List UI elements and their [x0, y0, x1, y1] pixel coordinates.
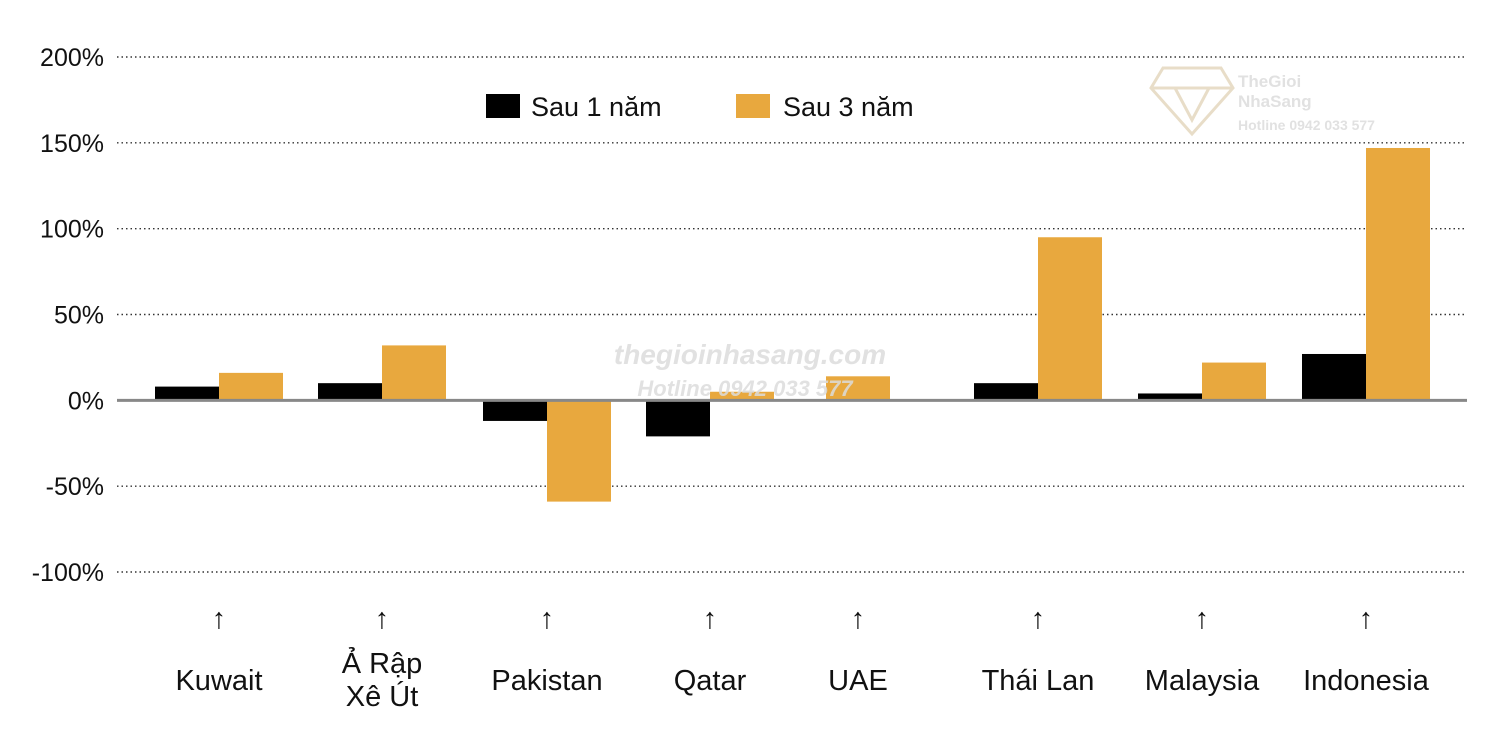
category-thai-lan: ↑ Thái Lan — [982, 603, 1095, 697]
bar-sau-3-nam-uae — [826, 376, 890, 401]
category-label: Ả Rập — [342, 646, 423, 680]
up-arrow-icon: ↑ — [540, 603, 555, 635]
bar-sau-1-nam-kuwait — [155, 386, 219, 401]
category-label: Kuwait — [175, 665, 262, 697]
up-arrow-icon: ↑ — [1359, 603, 1374, 635]
category-label: Xê Út — [346, 680, 419, 713]
y-tick-label: -100% — [32, 559, 104, 587]
category-label: Indonesia — [1303, 665, 1430, 697]
watermark-brand-line2: NhaSang — [1238, 92, 1312, 111]
bar-sau-1-nam-qatar — [646, 400, 710, 437]
y-axis-ticks: 200% 150% 100% 50% 0% -50% -100% — [32, 44, 104, 587]
category-malaysia: ↑ Malaysia — [1145, 603, 1260, 697]
up-arrow-icon: ↑ — [212, 603, 227, 635]
category-uae: ↑ UAE — [828, 603, 888, 697]
bar-sau-1-nam-pakistan — [483, 400, 547, 421]
category-label: Thái Lan — [982, 665, 1095, 697]
up-arrow-icon: ↑ — [375, 603, 390, 635]
legend-swatch-sau-3-nam — [736, 94, 770, 118]
y-tick-label: -50% — [46, 473, 104, 501]
bar-sau-3-nam-thai-lan — [1038, 237, 1102, 401]
bar-sau-1-nam-malaysia — [1138, 393, 1202, 401]
bar-sau-1-nam-thai-lan — [974, 383, 1038, 401]
gridlines — [117, 56, 1467, 573]
watermark-brand-line1: TheGioi — [1238, 72, 1301, 91]
category-qatar: ↑ Qatar — [674, 603, 747, 697]
category-kuwait: ↑ Kuwait — [175, 603, 262, 697]
bar-sau-1-nam-indonesia — [1302, 353, 1366, 401]
y-tick-label: 150% — [40, 130, 104, 158]
watermark-site: thegioinhasang.com — [614, 339, 886, 370]
bar-sau-3-nam-a-rap-xe-ut — [382, 345, 446, 401]
category-label: Malaysia — [1145, 665, 1260, 697]
legend-label-sau-3-nam: Sau 3 năm — [783, 92, 914, 122]
category-label: Qatar — [674, 665, 747, 697]
category-label: UAE — [828, 665, 888, 697]
legend-label-sau-1-nam: Sau 1 năm — [531, 92, 662, 122]
bar-sau-3-nam-indonesia — [1366, 147, 1430, 401]
up-arrow-icon: ↑ — [1195, 603, 1210, 635]
y-tick-label: 100% — [40, 216, 104, 244]
category-indonesia: ↑ Indonesia — [1303, 603, 1430, 697]
bar-sau-3-nam-kuwait — [219, 372, 283, 401]
watermark-corner-hotline: Hotline 0942 033 577 — [1238, 117, 1375, 133]
bar-sau-3-nam-qatar — [710, 391, 774, 401]
y-tick-label: 200% — [40, 44, 104, 72]
legend: Sau 1 năm Sau 3 năm — [486, 92, 914, 122]
up-arrow-icon: ↑ — [703, 603, 718, 635]
watermark-hotline: Hotline 0942 033 577 — [637, 376, 854, 401]
bars — [155, 147, 1430, 502]
watermark-logo — [1149, 66, 1235, 137]
bar-sau-3-nam-malaysia — [1202, 362, 1266, 401]
up-arrow-icon: ↑ — [851, 603, 866, 635]
bar-sau-3-nam-pakistan — [547, 400, 611, 502]
bar-sau-1-nam-a-rap-xe-ut — [318, 383, 382, 401]
y-tick-label: 0% — [68, 387, 104, 415]
category-pakistan: ↑ Pakistan — [491, 603, 602, 697]
y-tick-label: 50% — [54, 302, 104, 330]
watermark: thegioinhasang.com Hotline 0942 033 577 … — [614, 66, 1375, 401]
legend-swatch-sau-1-nam — [486, 94, 520, 118]
category-label: Pakistan — [491, 665, 602, 697]
up-arrow-icon: ↑ — [1031, 603, 1046, 635]
